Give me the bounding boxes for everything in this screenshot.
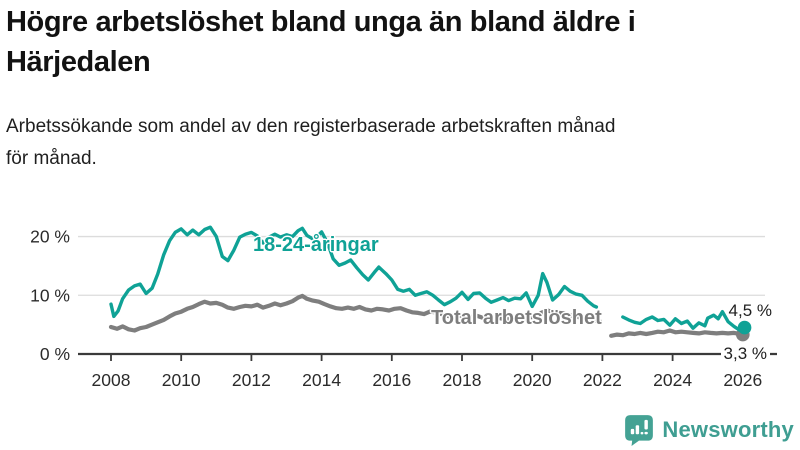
series-label-total: Total arbetslöshet xyxy=(431,307,602,329)
svg-text:2008: 2008 xyxy=(92,370,131,390)
svg-text:2010: 2010 xyxy=(162,370,201,390)
svg-text:2018: 2018 xyxy=(443,370,482,390)
bar-chart-speech-bubble-icon xyxy=(625,415,654,446)
title-line-1: Högre arbetslöshet bland unga än bland ä… xyxy=(6,6,636,38)
subtitle-line-1: Arbetssökande som andel av den registerb… xyxy=(6,116,616,137)
subtitle-line-2: för månad. xyxy=(6,148,97,169)
svg-text:2016: 2016 xyxy=(372,370,411,390)
svg-text:2014: 2014 xyxy=(302,370,341,390)
svg-text:2012: 2012 xyxy=(232,370,271,390)
svg-text:2026: 2026 xyxy=(723,370,762,390)
svg-text:0 %: 0 % xyxy=(40,344,70,364)
chart-subtitle: Arbetssökande som andel av den registerb… xyxy=(6,111,794,175)
title-line-2: Härjedalen xyxy=(6,46,151,78)
newsworthy-logo[interactable]: Newsworthy xyxy=(624,414,794,446)
page-title: Högre arbetslöshet bland unga än bland ä… xyxy=(6,2,794,82)
end-value-label-total: 3,3 % xyxy=(720,344,770,364)
logo-text: Newsworthy xyxy=(662,417,794,442)
end-value-label-18-24: 4,5 % xyxy=(728,301,772,320)
svg-text:10 %: 10 % xyxy=(30,285,70,305)
svg-text:2020: 2020 xyxy=(513,370,552,390)
series-label-18-24: 18-24-åringar xyxy=(253,234,379,256)
svg-text:2022: 2022 xyxy=(583,370,622,390)
svg-text:2024: 2024 xyxy=(653,370,692,390)
svg-text:20 %: 20 % xyxy=(30,227,70,247)
